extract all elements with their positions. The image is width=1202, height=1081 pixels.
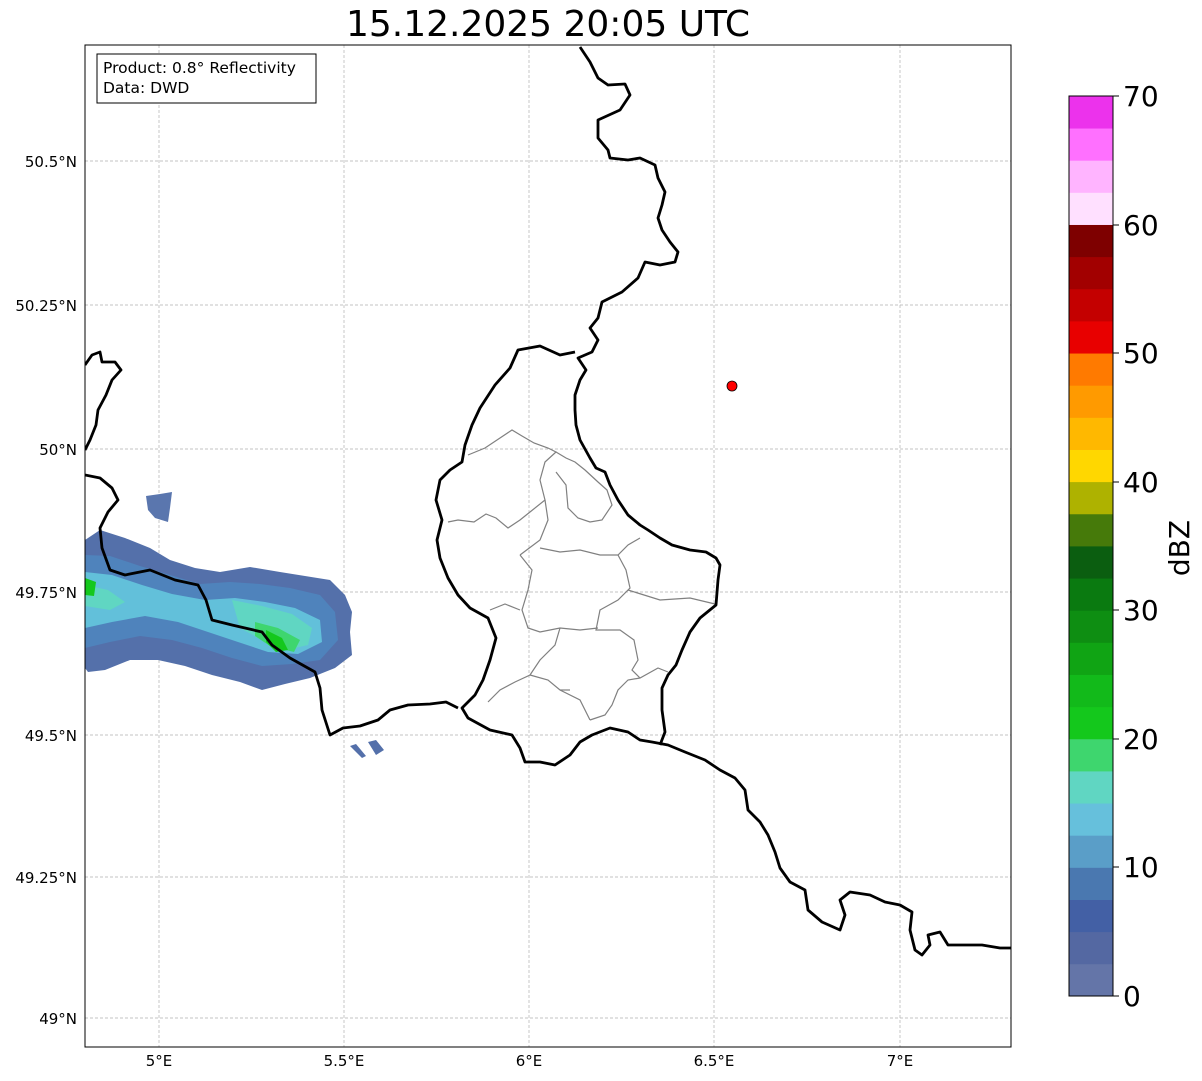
colorbar-segment xyxy=(1069,931,1113,965)
colorbar: 0 10 20 30 40 50 60 70 dBZ xyxy=(1068,80,1196,1013)
country-borders xyxy=(85,46,1011,957)
colorbar-tick-label: 0 xyxy=(1123,980,1141,1013)
colorbar-ticks: 0 10 20 30 40 50 60 70 xyxy=(1113,80,1159,1013)
colorbar-tick-label: 10 xyxy=(1123,851,1159,884)
lat-tick-label: 49.75°N xyxy=(15,584,77,602)
colorbar-segment xyxy=(1069,321,1113,354)
colorbar-segment xyxy=(1069,385,1113,418)
colorbar-segment xyxy=(1069,256,1113,290)
colorbar-segment xyxy=(1069,706,1113,740)
location-marker xyxy=(726,380,738,392)
colorbar-segment xyxy=(1069,192,1113,225)
lat-tick-label: 49.5°N xyxy=(25,727,77,745)
lon-tick-label: 5°E xyxy=(146,1052,173,1070)
colorbar-segment xyxy=(1069,449,1113,483)
lat-tick-label: 50°N xyxy=(39,441,77,459)
colorbar-segment xyxy=(1069,96,1113,129)
colorbar-segment xyxy=(1069,738,1113,772)
colorbar-tick-label: 30 xyxy=(1123,594,1159,627)
colorbar-segments xyxy=(1069,96,1113,997)
product-label: Product: 0.8° Reflectivity xyxy=(103,59,296,77)
colorbar-segment xyxy=(1069,160,1113,193)
colorbar-segment xyxy=(1069,353,1113,386)
colorbar-frame xyxy=(1068,95,1114,997)
colorbar-segment xyxy=(1069,835,1113,868)
colorbar-segment xyxy=(1069,803,1113,836)
map-frame xyxy=(84,44,1012,1048)
luxembourg-cantons xyxy=(447,429,716,721)
colorbar-segment xyxy=(1069,867,1113,900)
colorbar-segment xyxy=(1069,417,1113,450)
colorbar-tick-label: 50 xyxy=(1123,337,1159,370)
lat-tick-labels: 50.5°N 50.25°N 50°N 49.75°N 49.5°N 49.25… xyxy=(15,153,77,1028)
colorbar-tick-label: 70 xyxy=(1123,80,1159,113)
lat-tick-label: 50.25°N xyxy=(15,297,77,315)
colorbar-label: dBZ xyxy=(1163,520,1196,576)
colorbar-segment xyxy=(1069,642,1113,675)
lon-tick-label: 6.5°E xyxy=(694,1052,735,1070)
colorbar-segment xyxy=(1069,481,1113,515)
lat-tick-label: 49.25°N xyxy=(15,869,77,887)
lon-tick-label: 5.5°E xyxy=(324,1052,365,1070)
colorbar-segment xyxy=(1069,546,1113,579)
data-source-label: Data: DWD xyxy=(103,79,189,97)
colorbar-tick-label: 60 xyxy=(1123,209,1159,242)
colorbar-segment xyxy=(1069,288,1113,322)
colorbar-segment xyxy=(1069,674,1113,708)
colorbar-segment xyxy=(1069,224,1113,258)
colorbar-segment xyxy=(1069,610,1113,643)
lat-tick-label: 49°N xyxy=(39,1010,77,1028)
colorbar-tick-label: 40 xyxy=(1123,466,1159,499)
colorbar-segment xyxy=(1069,513,1113,547)
graticule xyxy=(85,45,1011,1047)
lon-tick-labels: 5°E 5.5°E 6°E 6.5°E 7°E xyxy=(146,1052,914,1070)
lat-tick-label: 50.5°N xyxy=(25,153,77,171)
colorbar-segment xyxy=(1069,128,1113,161)
info-box: Product: 0.8° Reflectivity Data: DWD xyxy=(96,53,317,104)
lon-tick-label: 7°E xyxy=(887,1052,914,1070)
colorbar-segment xyxy=(1069,963,1113,997)
map-title: 15.12.2025 20:05 UTC xyxy=(345,4,751,45)
colorbar-segment xyxy=(1069,771,1113,804)
lon-tick-label: 6°E xyxy=(516,1052,543,1070)
colorbar-segment xyxy=(1069,578,1113,611)
colorbar-tick-label: 20 xyxy=(1123,723,1159,756)
colorbar-segment xyxy=(1069,899,1113,933)
